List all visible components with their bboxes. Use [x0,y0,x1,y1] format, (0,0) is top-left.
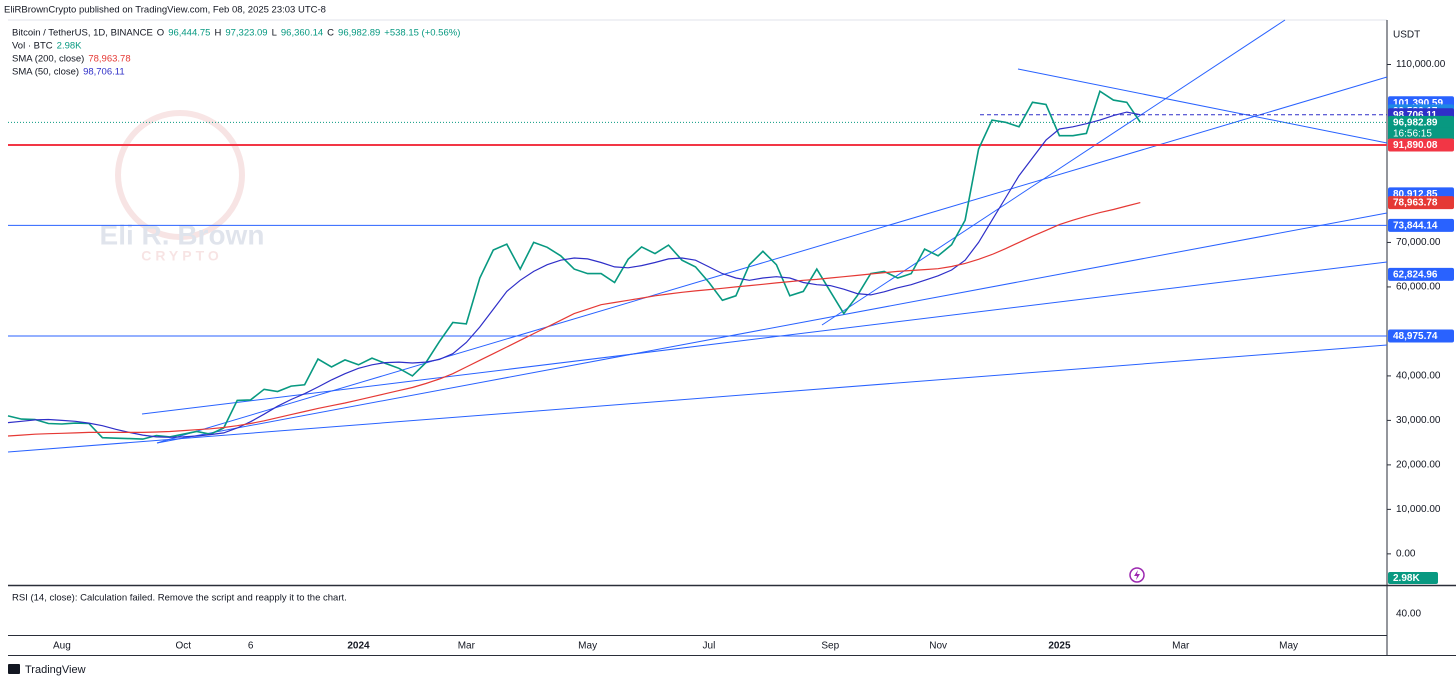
legend-key: C [327,28,334,39]
watermark-name: Eli R. Brown [100,219,265,250]
price-tag-label: 98,706.11 [1393,110,1437,121]
price-tag-label: 73,844.14 [1393,220,1438,231]
y-tick-label: 70,000.00 [1396,237,1441,248]
x-tick-label: Mar [1172,641,1190,652]
x-tick-label: May [1279,641,1298,652]
price-tag [1388,267,1454,281]
price-tag-label: 48,975.74 [1393,331,1438,342]
x-tick-label: 2024 [347,641,370,652]
x-tick-label: May [578,641,597,652]
price-tag-label: 62,824.96 [1393,270,1438,281]
y-tick-label: 40,000.00 [1396,371,1441,382]
legend-value: 96,360.14 [281,28,323,39]
price-tag-label: 96,982.89 [1393,118,1438,129]
legend-value: 96,444.75 [168,28,210,39]
y-tick-label: 20,000.00 [1396,460,1441,471]
legend-value: 98,706.11 [83,67,125,78]
trendline [821,19,1286,326]
x-tick-label: 2025 [1048,641,1071,652]
brand-name: TradingView [25,664,86,676]
trendline [7,344,1388,453]
volume-tag [1388,572,1438,584]
countdown-tag [1388,127,1454,140]
series-line [7,89,1141,440]
price-tag-label: 101,390.59 [1393,98,1443,109]
x-tick-label: Sep [821,641,839,652]
price-tag [1388,115,1454,129]
x-tick-label: Nov [929,641,947,652]
price-tag-label: 80,912.85 [1393,189,1438,200]
legend-symbol: Bitcoin / TetherUS, 1D, BINANCE [12,28,153,39]
legend-name: SMA (50, close) [12,67,79,78]
trendline [156,212,1388,444]
price-tag-label: 78,963.78 [1393,198,1438,209]
legend-change: +538.15 (+0.56%) [384,28,460,39]
price-tag-label: 91,890.08 [1393,140,1438,151]
x-tick-label: Aug [53,641,71,652]
price-tag [1388,218,1454,232]
price-tag [1388,329,1454,343]
series-line [7,202,1141,437]
legend: Bitcoin / TetherUS, 1D, BINANCE O 96,444.7… [12,28,460,78]
trendline [141,261,1388,415]
currency-label: USDT [1393,30,1420,41]
legend-name: SMA (200, close) [12,54,84,65]
volume-tag-label: 2.98K [1393,573,1420,584]
series-line [7,111,1141,438]
countdown-label: 16:56:15 [1393,129,1432,140]
legend-value: 2.98K [57,41,82,52]
watermark-logo [115,110,245,240]
y-tick-label: 110,000.00 [1396,59,1446,70]
y-tick-label: 0.00 [1396,548,1416,559]
price-tag [1388,196,1454,210]
price-tag [1388,138,1454,152]
x-tick-label: Oct [175,641,191,652]
alert-icon-bolt [1134,570,1140,580]
published-note: EliRBrownCrypto published on TradingView… [4,5,326,16]
brand-logo [8,664,20,674]
x-tick-label: Jul [703,641,716,652]
watermark-sub: CRYPTO [141,248,223,264]
legend-key: O [157,28,164,39]
legend-value: 78,963.78 [88,54,130,65]
rsi-message: RSI (14, close): Calculation failed. Rem… [12,593,347,604]
legend-value: 96,982.89 [338,28,380,39]
rsi-tick-label: 40.00 [1396,609,1421,620]
x-tick-label: 6 [248,641,254,652]
x-tick-label: Mar [458,641,476,652]
legend-value: 97,323.09 [225,28,267,39]
watermark: Eli R. Brown CRYPTO [100,110,265,264]
legend-key: H [214,28,221,39]
y-tick-label: 60,000.00 [1396,282,1441,293]
legend-name: Vol · BTC [12,41,53,52]
y-tick-label: 30,000.00 [1396,415,1441,426]
legend-key: L [272,28,277,39]
trendline [1017,68,1388,144]
y-tick-label: 10,000.00 [1396,504,1441,515]
